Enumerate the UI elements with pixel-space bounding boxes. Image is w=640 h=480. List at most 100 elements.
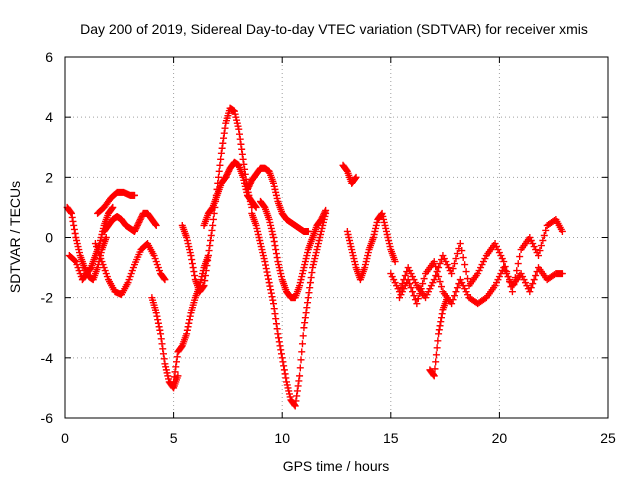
- data-point: [414, 295, 422, 303]
- data-point: [264, 272, 272, 280]
- data-point: [532, 272, 540, 280]
- data-point: [251, 202, 259, 210]
- series-track-5: [91, 240, 169, 299]
- data-point: [273, 254, 281, 262]
- data-point: [558, 270, 566, 278]
- data-point: [275, 338, 283, 346]
- data-point: [536, 247, 544, 255]
- data-point: [272, 246, 280, 254]
- data-point: [300, 324, 308, 332]
- data-point: [238, 150, 246, 158]
- data-point: [304, 294, 312, 302]
- data-point: [206, 242, 214, 250]
- data-point: [274, 330, 282, 338]
- data-point: [280, 366, 288, 374]
- data-point: [292, 397, 300, 405]
- data-point: [542, 226, 550, 234]
- data-point: [68, 209, 76, 217]
- data-point: [276, 342, 284, 350]
- data-point: [154, 316, 162, 324]
- data-point: [272, 250, 280, 258]
- data-point: [448, 300, 456, 308]
- data-point: [201, 272, 209, 280]
- data-point: [304, 299, 312, 307]
- data-point: [267, 289, 275, 297]
- series-track-9: [200, 158, 260, 229]
- y-tick-label: 4: [45, 109, 53, 125]
- x-tick-label: 10: [274, 430, 290, 446]
- data-point: [430, 276, 438, 284]
- data-point: [464, 275, 472, 283]
- data-point: [302, 309, 310, 317]
- data-point: [184, 323, 192, 331]
- data-point: [160, 275, 168, 283]
- data-points: [63, 104, 566, 410]
- data-point: [71, 229, 79, 237]
- data-point: [391, 258, 399, 266]
- data-point: [220, 129, 228, 137]
- data-point: [459, 254, 467, 262]
- data-point: [461, 261, 469, 269]
- data-point: [172, 358, 180, 366]
- series-track-11: [248, 209, 330, 410]
- series-track-17: [426, 294, 451, 380]
- data-point: [69, 217, 77, 225]
- data-point: [279, 358, 287, 366]
- data-point: [208, 226, 216, 234]
- data-point: [433, 344, 441, 352]
- data-point: [275, 334, 283, 342]
- data-point: [297, 356, 305, 364]
- data-point: [219, 139, 227, 147]
- data-point: [301, 314, 309, 322]
- data-point: [431, 365, 439, 373]
- data-point: [218, 144, 226, 152]
- y-tick-label: -6: [41, 410, 54, 426]
- data-point: [277, 346, 285, 354]
- data-point: [539, 237, 547, 245]
- chart-title: Day 200 of 2019, Sidereal Day-to-day VTE…: [80, 21, 588, 37]
- data-point: [527, 284, 535, 292]
- data-point: [272, 320, 280, 328]
- data-point: [437, 314, 445, 322]
- data-point: [161, 276, 169, 284]
- data-point: [152, 221, 160, 229]
- data-point: [453, 284, 461, 292]
- data-point: [108, 204, 116, 212]
- data-point: [173, 353, 181, 361]
- data-point: [267, 286, 275, 294]
- data-point: [294, 382, 302, 390]
- data-point: [351, 174, 359, 182]
- data-point: [270, 234, 278, 241]
- data-point: [417, 285, 425, 293]
- data-point: [67, 208, 75, 216]
- data-point: [430, 372, 438, 380]
- data-point: [172, 363, 180, 371]
- data-point: [296, 364, 304, 372]
- data-point: [514, 260, 522, 268]
- data-point: [170, 373, 178, 381]
- data-point: [203, 262, 211, 270]
- data-point: [306, 279, 314, 287]
- data-point: [186, 316, 194, 324]
- data-point: [217, 149, 225, 157]
- data-point: [188, 260, 196, 268]
- series-track-14: [343, 209, 399, 284]
- data-point: [540, 231, 548, 239]
- data-point: [508, 288, 516, 296]
- data-point: [154, 319, 162, 327]
- data-point: [204, 252, 212, 260]
- data-point: [516, 253, 524, 261]
- data-point: [270, 238, 278, 246]
- data-point: [407, 284, 415, 292]
- data-point: [153, 312, 161, 320]
- data-point: [413, 300, 421, 308]
- data-point: [265, 279, 273, 287]
- data-point: [321, 208, 329, 216]
- data-point: [430, 371, 438, 379]
- data-point: [304, 227, 312, 235]
- data-point: [215, 167, 223, 175]
- data-point: [277, 350, 285, 358]
- series-track-12: [256, 197, 330, 302]
- data-point: [558, 227, 566, 235]
- data-point: [293, 392, 301, 400]
